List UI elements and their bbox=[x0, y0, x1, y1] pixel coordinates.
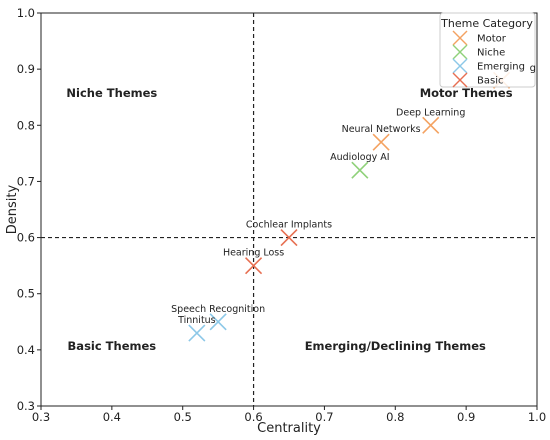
point-label: Hearing Loss bbox=[223, 248, 284, 259]
legend-marker-stroke bbox=[452, 72, 468, 88]
y-tick-label: 0.9 bbox=[17, 62, 35, 76]
legend-entry-label: Niche bbox=[477, 48, 505, 59]
partial-point-label: g bbox=[530, 63, 536, 74]
y-tick-label: 0.5 bbox=[17, 287, 35, 301]
legend-entry-label: Basic bbox=[477, 76, 503, 87]
quadrant-label: Niche Themes bbox=[66, 86, 157, 100]
legend-entry-label: Motor bbox=[477, 34, 507, 45]
marker-stroke bbox=[372, 133, 390, 151]
y-tick-label: 1.0 bbox=[17, 6, 35, 20]
y-tick-label: 0.6 bbox=[17, 231, 35, 245]
quadrant-label: Basic Themes bbox=[68, 339, 157, 353]
x-tick-label: 0.7 bbox=[315, 410, 333, 424]
point-label: Speech Recognition bbox=[171, 304, 265, 315]
data-point-marker bbox=[245, 257, 263, 275]
legend-title: Theme Category bbox=[440, 17, 533, 30]
marker-stroke bbox=[209, 313, 227, 331]
data-point-marker bbox=[209, 313, 227, 331]
marker-stroke bbox=[188, 324, 206, 342]
point-label: Audiology AI bbox=[330, 152, 389, 163]
legend-entry-label: Emerging bbox=[477, 62, 525, 73]
data-point-marker bbox=[280, 229, 298, 247]
quadrant-label: Motor Themes bbox=[420, 86, 513, 100]
legend-marker bbox=[452, 72, 468, 88]
quadrant-labels: Niche Themes Motor Themes Basic Themes Emer… bbox=[66, 86, 512, 353]
y-axis-ticks: 0.3 0.4 0.5 0.6 0.7 0.8 0.9 1.0 bbox=[17, 6, 41, 413]
x-tick-label: 0.4 bbox=[103, 410, 121, 424]
data-point-marker bbox=[351, 161, 369, 179]
x-tick-label: 0.6 bbox=[244, 410, 262, 424]
marker-stroke bbox=[245, 257, 263, 275]
point-label: Tinnitus bbox=[177, 315, 216, 326]
legend: Theme Category Motor Niche Emerging Basic g bbox=[439, 12, 536, 88]
point-label: Cochlear Implants bbox=[246, 220, 332, 231]
legend-marker-stroke bbox=[452, 44, 468, 60]
x-axis-title: Centrality bbox=[257, 421, 321, 436]
point-label: Deep Learning bbox=[396, 107, 465, 118]
x-tick-label: 0.3 bbox=[32, 410, 50, 424]
x-tick-label: 0.5 bbox=[174, 410, 192, 424]
legend-marker-stroke bbox=[452, 58, 468, 74]
x-tick-label: 0.9 bbox=[457, 410, 475, 424]
data-point-marker bbox=[188, 324, 206, 342]
legend-box bbox=[439, 12, 536, 88]
point-labels: Deep Learning Neural Networks Audiology AI… bbox=[171, 107, 465, 326]
x-tick-label: 0.8 bbox=[386, 410, 404, 424]
y-tick-label: 0.4 bbox=[17, 343, 35, 357]
plot-area-frame bbox=[40, 12, 538, 407]
marker-stroke bbox=[280, 229, 298, 247]
data-point-marker bbox=[372, 133, 390, 151]
y-tick-label: 0.3 bbox=[17, 399, 35, 413]
x-tick-label: 1.0 bbox=[528, 410, 546, 424]
y-tick-label: 0.7 bbox=[17, 174, 35, 188]
legend-marker-stroke bbox=[452, 30, 468, 46]
marker-stroke bbox=[351, 161, 369, 179]
legend-marker bbox=[452, 30, 468, 46]
x-axis-ticks: 0.3 0.4 0.5 0.6 0.7 0.8 0.9 1.0 bbox=[32, 406, 546, 424]
legend-marker bbox=[452, 44, 468, 60]
marker-stroke bbox=[422, 116, 440, 134]
y-tick-label: 0.8 bbox=[17, 118, 35, 132]
legend-marker bbox=[452, 58, 468, 74]
quadrant-label: Emerging/Declining Themes bbox=[305, 339, 486, 353]
y-axis-title: Density bbox=[5, 184, 20, 234]
data-point-marker bbox=[422, 116, 440, 134]
point-label: Neural Networks bbox=[342, 124, 421, 135]
